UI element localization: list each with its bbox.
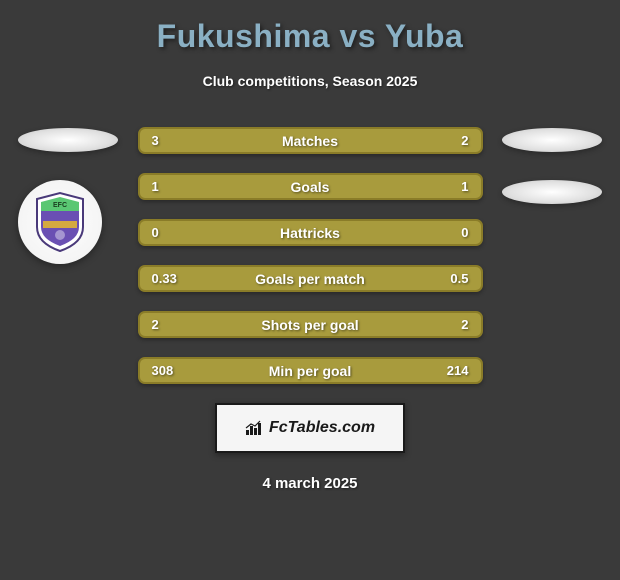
chart-icon (245, 420, 265, 436)
stat-row: 0.33 Goals per match 0.5 (0, 265, 620, 292)
footer-banner-text: FcTables.com (269, 419, 375, 437)
page-subtitle: Club competitions, Season 2025 (0, 73, 620, 89)
stat-value-left: 308 (152, 363, 174, 378)
stat-row: 2 Shots per goal 2 (0, 311, 620, 338)
stat-bar-hattricks: 0 Hattricks 0 (138, 219, 483, 246)
stat-value-right: 1 (461, 179, 468, 194)
stat-value-right: 0 (461, 225, 468, 240)
stat-row: 308 Min per goal 214 (0, 357, 620, 384)
footer-date: 4 march 2025 (0, 475, 620, 492)
stat-label: Min per goal (269, 363, 351, 379)
stat-bar-matches: 3 Matches 2 (138, 127, 483, 154)
stat-row: 3 Matches 2 (0, 127, 620, 154)
stat-value-left: 3 (152, 133, 159, 148)
main-container: Fukushima vs Yuba Club competitions, Sea… (0, 0, 620, 580)
stat-label: Matches (282, 133, 338, 149)
stat-row: 1 Goals 1 (0, 173, 620, 200)
stats-area: 3 Matches 2 1 Goals 1 0 Hattricks 0 0.33… (0, 127, 620, 384)
stat-value-left: 0.33 (152, 271, 177, 286)
stat-value-right: 2 (461, 133, 468, 148)
footer-banner: FcTables.com (215, 403, 405, 453)
stat-label: Goals per match (255, 271, 365, 287)
stat-bar-min-per-goal: 308 Min per goal 214 (138, 357, 483, 384)
stat-value-right: 0.5 (450, 271, 468, 286)
stat-row: 0 Hattricks 0 (0, 219, 620, 246)
stat-value-left: 0 (152, 225, 159, 240)
stat-label: Goals (291, 179, 330, 195)
stat-bar-goals-per-match: 0.33 Goals per match 0.5 (138, 265, 483, 292)
stat-value-right: 214 (447, 363, 469, 378)
stat-value-left: 2 (152, 317, 159, 332)
stat-value-right: 2 (461, 317, 468, 332)
stat-value-left: 1 (152, 179, 159, 194)
page-title: Fukushima vs Yuba (0, 18, 620, 55)
stat-label: Hattricks (280, 225, 340, 241)
stat-bar-shots-per-goal: 2 Shots per goal 2 (138, 311, 483, 338)
stat-label: Shots per goal (261, 317, 358, 333)
stat-bar-goals: 1 Goals 1 (138, 173, 483, 200)
